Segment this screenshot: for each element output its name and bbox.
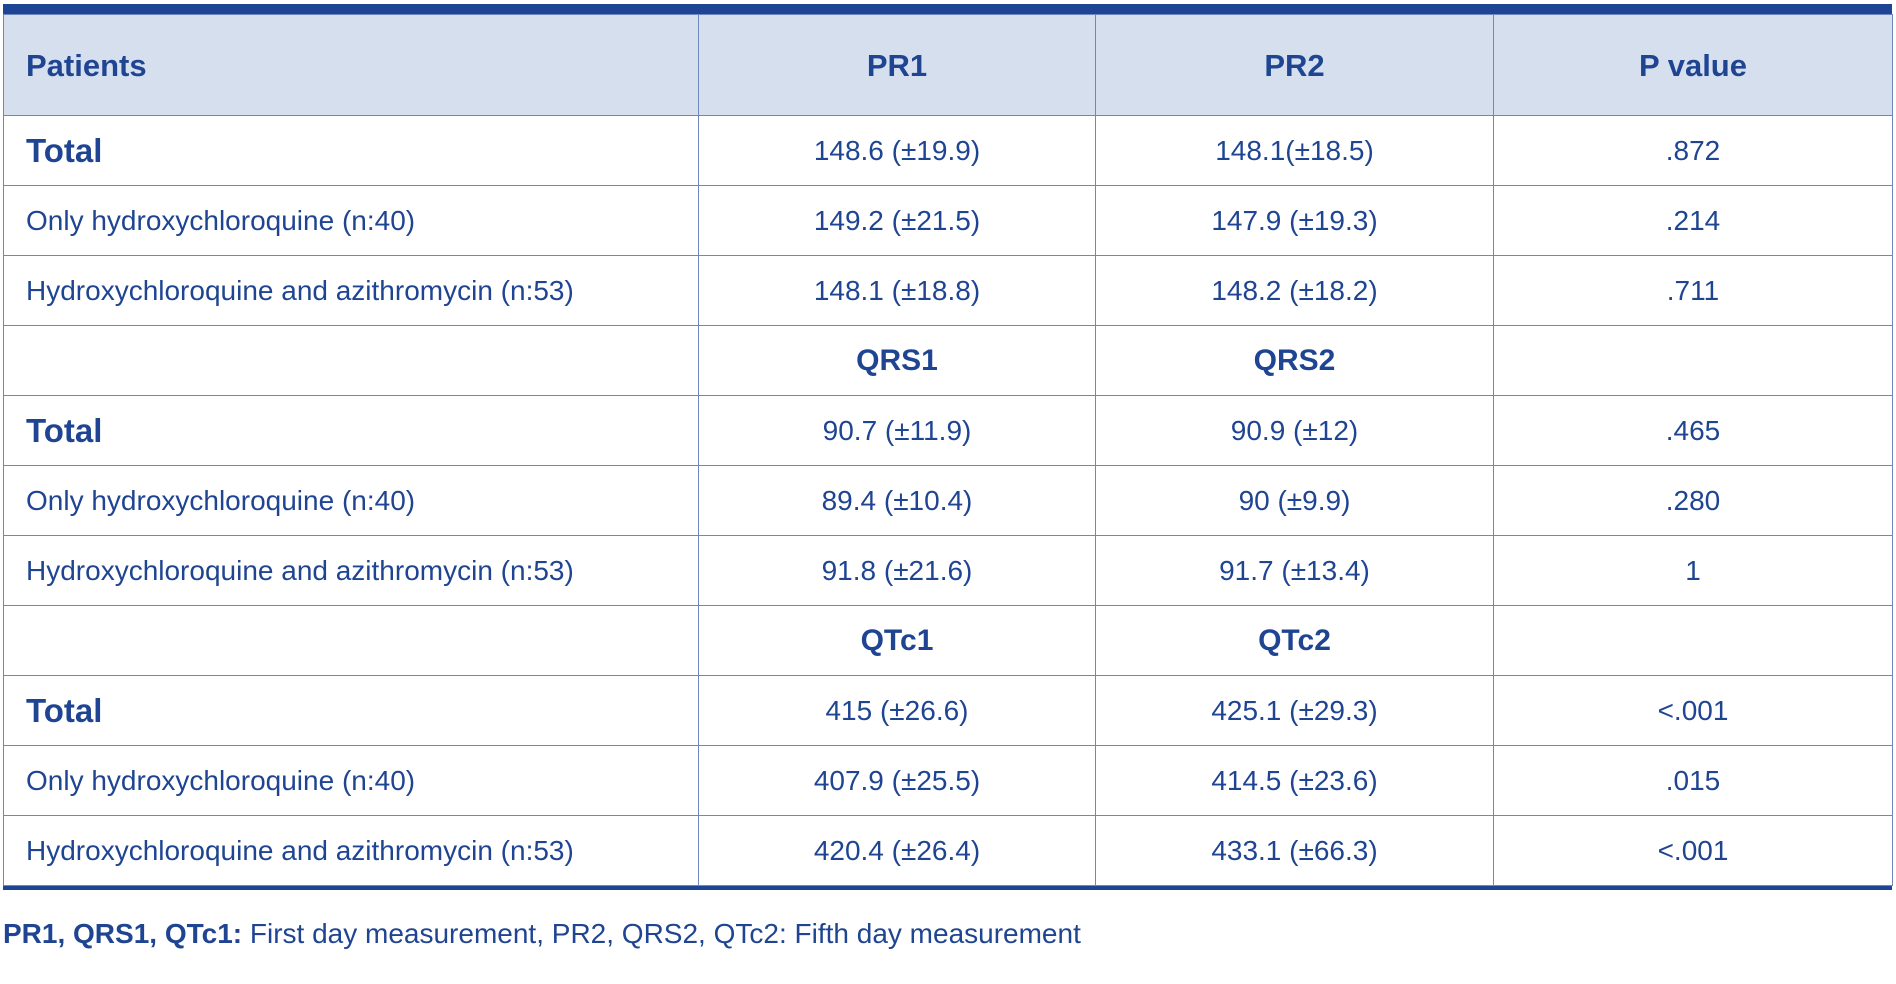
cell-value-2: 425.1 (±29.3) <box>1095 675 1494 746</box>
cell-value-1: 148.1 (±18.8) <box>698 255 1096 326</box>
table-row: Total 415 (±26.6) 425.1 (±29.3) <.001 <box>3 675 1893 746</box>
row-label: Total <box>3 115 699 186</box>
row-label: Only hydroxychloroquine (n:40) <box>3 465 699 536</box>
subheader-empty <box>1493 605 1893 676</box>
cell-value-1: 89.4 (±10.4) <box>698 465 1096 536</box>
row-label: Only hydroxychloroquine (n:40) <box>3 185 699 256</box>
subheader-empty <box>1493 325 1893 396</box>
cell-value-2: 433.1 (±66.3) <box>1095 815 1494 886</box>
table-top-rule <box>3 4 1892 14</box>
results-table: Patients PR1 PR2 P value Total 148.6 (±1… <box>3 14 1893 886</box>
cell-value-2: 91.7 (±13.4) <box>1095 535 1494 606</box>
cell-value-1: 148.6 (±19.9) <box>698 115 1096 186</box>
cell-value-2: 148.1(±18.5) <box>1095 115 1494 186</box>
section-subheader-row: QTc1 QTc2 <box>3 605 1893 676</box>
cell-p-value: <.001 <box>1493 675 1893 746</box>
footnote-bold-terms: PR1, QRS1, QTc1: <box>3 918 243 949</box>
row-label: Hydroxychloroquine and azithromycin (n:5… <box>3 535 699 606</box>
cell-p-value: .711 <box>1493 255 1893 326</box>
table-row: Total 90.7 (±11.9) 90.9 (±12) .465 <box>3 395 1893 466</box>
section-subheader-row: QRS1 QRS2 <box>3 325 1893 396</box>
cell-value-1: 407.9 (±25.5) <box>698 745 1096 816</box>
table-row: Hydroxychloroquine and azithromycin (n:5… <box>3 815 1893 886</box>
header-pr2: PR2 <box>1095 14 1494 116</box>
table-row: Only hydroxychloroquine (n:40) 407.9 (±2… <box>3 745 1893 816</box>
subheader-qrs1: QRS1 <box>698 325 1096 396</box>
subheader-empty <box>3 605 699 676</box>
row-label: Total <box>3 395 699 466</box>
row-label: Hydroxychloroquine and azithromycin (n:5… <box>3 815 699 886</box>
subheader-qtc2: QTc2 <box>1095 605 1494 676</box>
header-p-value: P value <box>1493 14 1893 116</box>
table-bottom-rule <box>3 886 1892 890</box>
table-header-row: Patients PR1 PR2 P value <box>3 14 1893 116</box>
results-table-container: Patients PR1 PR2 P value Total 148.6 (±1… <box>3 4 1893 890</box>
table-footnote: PR1, QRS1, QTc1: First day measurement, … <box>3 918 1081 950</box>
header-pr1: PR1 <box>698 14 1096 116</box>
cell-value-1: 420.4 (±26.4) <box>698 815 1096 886</box>
cell-value-2: 90 (±9.9) <box>1095 465 1494 536</box>
cell-value-1: 149.2 (±21.5) <box>698 185 1096 256</box>
cell-p-value: .015 <box>1493 745 1893 816</box>
table-row: Total 148.6 (±19.9) 148.1(±18.5) .872 <box>3 115 1893 186</box>
table-row: Only hydroxychloroquine (n:40) 89.4 (±10… <box>3 465 1893 536</box>
cell-value-1: 91.8 (±21.6) <box>698 535 1096 606</box>
cell-value-2: 414.5 (±23.6) <box>1095 745 1494 816</box>
row-label: Hydroxychloroquine and azithromycin (n:5… <box>3 255 699 326</box>
cell-value-1: 415 (±26.6) <box>698 675 1096 746</box>
cell-p-value: 1 <box>1493 535 1893 606</box>
cell-p-value: .465 <box>1493 395 1893 466</box>
cell-p-value: .214 <box>1493 185 1893 256</box>
cell-value-2: 148.2 (±18.2) <box>1095 255 1494 326</box>
table-row: Only hydroxychloroquine (n:40) 149.2 (±2… <box>3 185 1893 256</box>
row-label: Total <box>3 675 699 746</box>
row-label: Only hydroxychloroquine (n:40) <box>3 745 699 816</box>
cell-p-value: <.001 <box>1493 815 1893 886</box>
cell-value-1: 90.7 (±11.9) <box>698 395 1096 466</box>
cell-value-2: 147.9 (±19.3) <box>1095 185 1494 256</box>
cell-p-value: .872 <box>1493 115 1893 186</box>
header-patients: Patients <box>3 14 699 116</box>
subheader-qtc1: QTc1 <box>698 605 1096 676</box>
table-row: Hydroxychloroquine and azithromycin (n:5… <box>3 255 1893 326</box>
table-row: Hydroxychloroquine and azithromycin (n:5… <box>3 535 1893 606</box>
subheader-empty <box>3 325 699 396</box>
footnote-text: First day measurement, PR2, QRS2, QTc2: … <box>242 918 1081 949</box>
cell-p-value: .280 <box>1493 465 1893 536</box>
subheader-qrs2: QRS2 <box>1095 325 1494 396</box>
cell-value-2: 90.9 (±12) <box>1095 395 1494 466</box>
